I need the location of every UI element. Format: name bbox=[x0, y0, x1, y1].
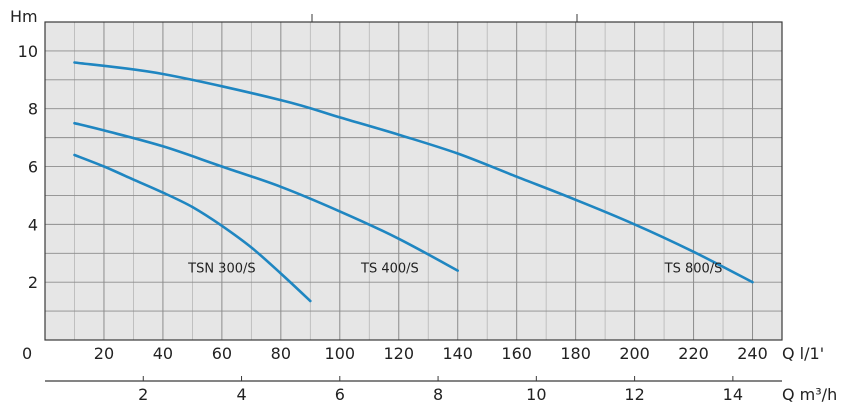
x-tick-label: 220 bbox=[678, 344, 709, 363]
x-tick-label: 100 bbox=[325, 344, 356, 363]
origin-label: 0 bbox=[22, 344, 32, 363]
x2-tick-label: 4 bbox=[236, 385, 246, 404]
curve-ts-400-s bbox=[73, 121, 459, 272]
x2-tick-label: 6 bbox=[335, 385, 345, 404]
x-axis-label: Q l/1' bbox=[782, 344, 824, 363]
curve-label-ts-800-s: TS 800/S bbox=[664, 262, 723, 277]
y-tick-label: 6 bbox=[28, 158, 38, 177]
curve-ts-800-s bbox=[73, 61, 754, 284]
plot-background bbox=[45, 22, 782, 340]
curve-labels: TSN 300/S TS 400/S TS 800/S bbox=[187, 262, 722, 277]
x2-tick-label: 10 bbox=[526, 385, 546, 404]
y-tick-labels: 2 4 6 8 10 bbox=[18, 42, 38, 292]
curve-label-tsn-300-s: TSN 300/S bbox=[187, 262, 256, 277]
x2-tick-label: 12 bbox=[624, 385, 644, 404]
y-tick-label: 10 bbox=[18, 42, 38, 61]
x-tick-label: 200 bbox=[619, 344, 650, 363]
x-tick-label: 40 bbox=[153, 344, 173, 363]
x-tick-label: 140 bbox=[442, 344, 473, 363]
y-tick-label: 8 bbox=[28, 100, 38, 119]
x-tick-labels: 20 40 60 80 100 120 140 160 180 200 220 240 bbox=[94, 344, 768, 363]
x-tick-label: 80 bbox=[271, 344, 291, 363]
x2-tick-label: 14 bbox=[723, 385, 743, 404]
secondary-axis-ticks: 2 4 6 8 10 12 14 bbox=[138, 376, 743, 404]
plot-frame bbox=[44, 21, 783, 341]
x2-tick-label: 8 bbox=[433, 385, 443, 404]
curve-label-ts-400-s: TS 400/S bbox=[360, 262, 419, 277]
y-axis-label: Hm bbox=[10, 7, 38, 26]
y-tick-label: 2 bbox=[28, 273, 38, 292]
x-tick-label: 180 bbox=[560, 344, 591, 363]
x-tick-label: 240 bbox=[737, 344, 768, 363]
x-tick-label: 60 bbox=[212, 344, 232, 363]
x-tick-label: 160 bbox=[501, 344, 532, 363]
y-tick-label: 4 bbox=[28, 215, 38, 234]
x-tick-label: 120 bbox=[383, 344, 414, 363]
x-tick-label: 20 bbox=[94, 344, 114, 363]
secondary-axis-label: Q m³/h bbox=[782, 385, 837, 404]
curve-tsn-300-s bbox=[73, 153, 312, 303]
x2-tick-label: 2 bbox=[138, 385, 148, 404]
grid bbox=[45, 22, 782, 340]
curves bbox=[73, 61, 754, 303]
